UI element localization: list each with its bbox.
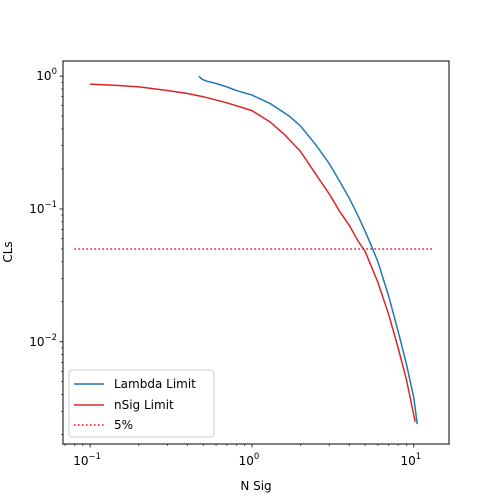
legend: Lambda Limit nSig Limit 5% — [68, 369, 215, 438]
y-axis-label: CLs — [1, 241, 15, 262]
series-layer — [74, 75, 433, 425]
legend-box — [68, 369, 215, 438]
legend-label-nsig: nSig Limit — [114, 398, 174, 412]
series-line-nsig-limit — [90, 83, 416, 422]
x-axis-label: N Sig — [240, 479, 271, 493]
series-line-lambda-limit — [198, 75, 418, 425]
legend-label-lambda: Lambda Limit — [114, 377, 196, 391]
plot-frame — [62, 60, 450, 445]
legend-label-5pct: 5% — [114, 418, 133, 432]
